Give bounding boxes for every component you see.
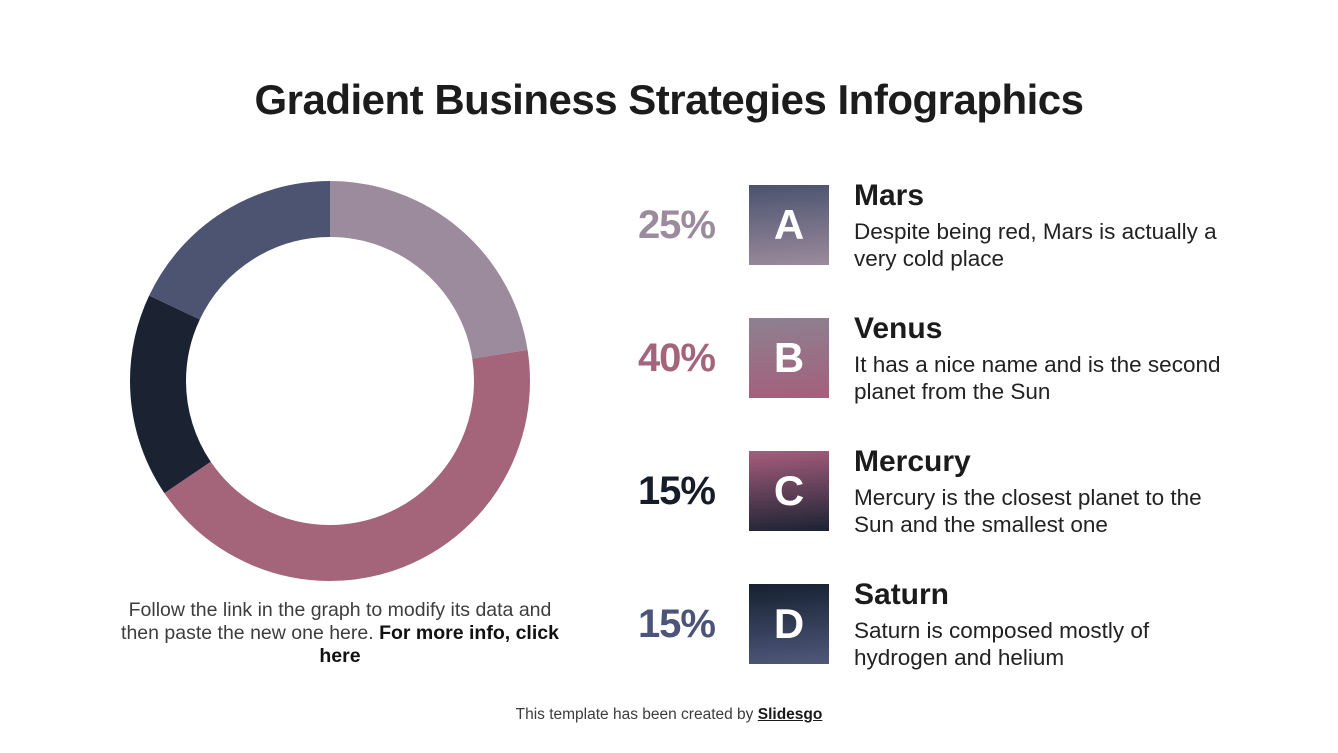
legend-text-saturn: Saturn Saturn is composed mostly of hydr…	[854, 578, 1232, 671]
footer-text: This template has been created by	[515, 706, 758, 723]
chart-caption-text: Follow the link in the graph to modify i…	[121, 599, 552, 644]
percent-label-mercury: 15%	[637, 468, 716, 513]
legend-text-mars: Mars Despite being red, Mars is actually…	[854, 179, 1232, 272]
percent-label-saturn: 15%	[637, 601, 716, 646]
donut-segment-saturn	[130, 181, 530, 581]
badge-letter: B	[773, 334, 805, 381]
item-description-mars: Despite being red, Mars is actually a ve…	[854, 218, 1217, 271]
letter-badge-b: B	[749, 318, 829, 398]
donut-segment-venus	[130, 181, 530, 581]
item-title-mercury: Mercury	[854, 444, 971, 478]
legend-item-mars: 25% A Mars Despite being red, Mars is ac…	[615, 179, 1232, 271]
legend-item-mercury: 15% C Mercury Mercury is the closest pla…	[615, 445, 1232, 537]
letter-badge-c: C	[749, 451, 829, 531]
item-description-saturn: Saturn is composed mostly of hydrogen an…	[854, 617, 1150, 670]
badge-letter: A	[773, 201, 805, 248]
legend: 25% A Mars Despite being red, Mars is ac…	[615, 179, 1232, 717]
badge-letter: D	[773, 600, 805, 647]
chart-caption-link[interactable]: For more info, click here	[319, 622, 559, 667]
item-title-venus: Venus	[854, 311, 943, 345]
legend-item-venus: 40% B Venus It has a nice name and is th…	[615, 312, 1232, 404]
donut-chart-svg	[130, 181, 530, 581]
item-description-mercury: Mercury is the closest planet to the Sun…	[854, 484, 1202, 537]
donut-segment-mercury	[130, 181, 530, 581]
footer: This template has been created by Slides…	[0, 706, 1338, 724]
legend-text-venus: Venus It has a nice name and is the seco…	[854, 312, 1232, 405]
legend-item-saturn: 15% D Saturn Saturn is composed mostly o…	[615, 578, 1232, 670]
footer-brand-link[interactable]: Slidesgo	[757, 706, 823, 723]
percent-label-venus: 40%	[637, 335, 716, 380]
chart-caption: Follow the link in the graph to modify i…	[112, 599, 568, 668]
donut-chart[interactable]	[130, 181, 530, 581]
letter-badge-d: D	[749, 584, 829, 664]
item-title-saturn: Saturn	[854, 577, 950, 611]
legend-text-mercury: Mercury Mercury is the closest planet to…	[854, 445, 1232, 538]
page-title: Gradient Business Strategies Infographic…	[254, 76, 1084, 123]
item-description-venus: It has a nice name and is the second pla…	[854, 351, 1221, 404]
badge-letter: C	[773, 467, 805, 514]
letter-badge-a: A	[749, 185, 829, 265]
percent-label-mars: 25%	[637, 202, 716, 247]
item-title-mars: Mars	[854, 178, 925, 212]
